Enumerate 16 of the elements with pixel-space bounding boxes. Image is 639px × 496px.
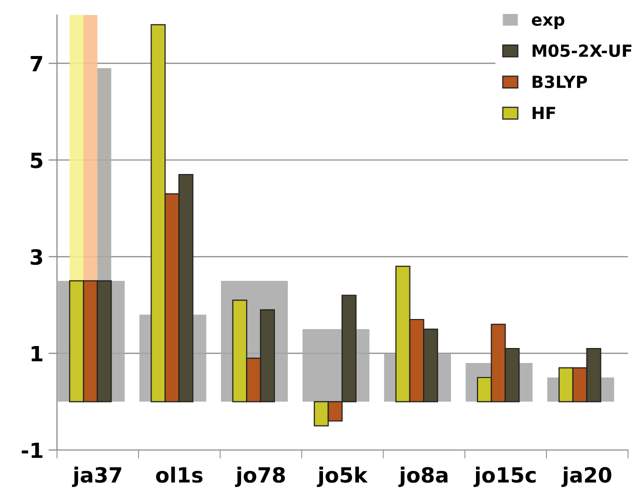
x-tick-label: ja37 [72,466,122,487]
y-tick-label: 3 [30,249,42,265]
x-tick-label: ol1s [156,466,203,483]
legend-label: B3LYP [532,76,588,88]
y-tick-label: 5 [30,152,42,168]
y-tick-label: 7 [30,56,42,72]
legend-label: HF [532,106,556,120]
x-tick-label: jo8a [398,466,448,487]
legend-label: exp [532,16,564,30]
x-tick-label: jo78 [235,466,285,487]
x-tick-label: jo15c [474,466,536,487]
y-tick-label: -1 [22,442,42,458]
y-tick-label: 1 [32,346,42,362]
x-tick-label: ja20 [561,466,612,487]
x-tick-label: jo5k [316,466,368,487]
legend-label: M05-2X-UF [532,44,632,57]
